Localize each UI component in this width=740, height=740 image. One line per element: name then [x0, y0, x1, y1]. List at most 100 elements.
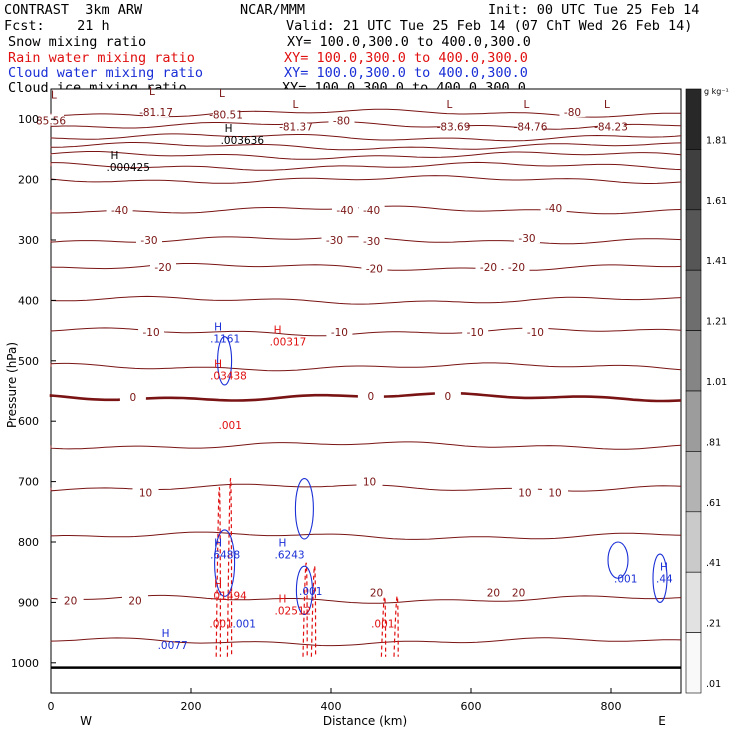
- colorbar-swatch: [685, 209, 702, 271]
- isotherm-label: -84.76: [514, 121, 548, 133]
- isotherm-label-bg: [517, 120, 544, 132]
- isotherm-label: -20: [508, 262, 525, 274]
- isotherm-label-bg: [356, 475, 383, 487]
- extremum-symbol: H: [225, 123, 233, 135]
- x-tick-label: 0: [48, 700, 55, 713]
- y-tick-label: 1000: [11, 657, 39, 670]
- isotherm-label: -81.37: [279, 121, 313, 133]
- extremum-value: .001: [233, 619, 256, 631]
- extremum-value: .001: [209, 619, 232, 631]
- extremum-symbol: H: [162, 628, 170, 640]
- isotherm-label: 0: [368, 391, 375, 403]
- field-xy-rain: XY= 100.0,300.0 to 400.0,300.0: [284, 50, 528, 66]
- isotherm-label: -10: [143, 327, 160, 339]
- isotherm-label: -20: [480, 262, 497, 274]
- isotherm-label: -40: [336, 205, 353, 217]
- cloud-water-contour: [214, 529, 236, 597]
- isotherm-label-bg: [511, 486, 538, 498]
- extremum-value: .03438: [210, 371, 247, 383]
- field-name-rain: Rain water mixing ratio: [8, 50, 195, 66]
- isotherm-contour: [50, 142, 682, 151]
- extremum-value: .00317: [270, 337, 307, 349]
- isotherm-label: -10: [527, 327, 544, 339]
- extremum-value: .000425: [107, 162, 150, 174]
- y-tick-label: 100: [18, 113, 39, 126]
- isotherm-label-bg: [358, 203, 385, 215]
- y-tick-label: 400: [18, 294, 39, 307]
- extremum-value: .44: [656, 573, 673, 585]
- extremum-symbol: H: [214, 359, 222, 371]
- x-tick-label: 800: [601, 700, 622, 713]
- y-tick-label: 600: [18, 415, 39, 428]
- y-tick-label: 900: [18, 596, 39, 609]
- isotherm-label-bg: [328, 114, 355, 126]
- y-tick-label: 800: [18, 536, 39, 549]
- colorbar-unit: g kg⁻¹: [704, 87, 729, 96]
- y-tick-label: 200: [18, 174, 39, 187]
- isotherm-label-bg: [475, 261, 502, 273]
- colorbar-label: .01: [706, 679, 721, 690]
- colorbar-swatch: [685, 571, 702, 633]
- extremum-symbol: H: [214, 322, 222, 334]
- isotherm-contour: [50, 133, 682, 142]
- isotherm-label: 20: [128, 596, 141, 608]
- colorbar-label: 1.01: [706, 377, 727, 388]
- extremum-symbol: L: [51, 90, 57, 102]
- extremum-value: .003636: [221, 135, 265, 147]
- y-axis-title: Pressure (hPa): [5, 342, 19, 428]
- isotherm-label: 20: [370, 588, 383, 600]
- isotherm-label: -40: [363, 205, 380, 217]
- x-tick-label: 200: [181, 700, 202, 713]
- extremum-symbol: L: [293, 99, 299, 111]
- isotherm-label: 20: [64, 596, 77, 608]
- isotherm-label: -10: [331, 327, 348, 339]
- rain-contour: [226, 477, 233, 657]
- colorbar-swatch: [685, 330, 702, 392]
- cloud-water-contour: [295, 565, 313, 616]
- colorbar-label: 1.41: [706, 256, 727, 267]
- isotherm-label: 0: [130, 392, 137, 404]
- isotherm-label-bg: [542, 486, 568, 498]
- cloud-water-contour: [607, 541, 629, 579]
- colorbar-label: .81: [706, 437, 721, 448]
- colorbar-label: 1.61: [706, 196, 727, 207]
- isotherm-label: -30: [326, 235, 343, 247]
- isotherm-contour: [50, 161, 682, 171]
- extremum-symbol: H: [660, 561, 668, 573]
- colorbar-swatch: [685, 88, 702, 150]
- isotherm-label: -80.51: [209, 109, 243, 121]
- field-xy-snow: XY= 100.0,300.0 to 400.0,300.0: [287, 34, 531, 50]
- isotherm-label: -84.23: [594, 121, 628, 133]
- colorbar-label: .41: [706, 558, 721, 569]
- extremum-value: .001: [299, 586, 322, 598]
- x-tick-label: 400: [321, 700, 342, 713]
- isotherm-label-bg: [505, 586, 532, 598]
- extremum-symbol: H: [214, 537, 222, 549]
- isotherm-label-bg: [283, 120, 309, 132]
- y-tick-label: 500: [18, 355, 39, 368]
- colorbar-label: 1.21: [706, 317, 727, 328]
- isotherm-contour: [50, 594, 682, 604]
- rain-contour: [393, 596, 399, 657]
- isotherm-contour: [50, 531, 682, 540]
- extremum-symbol: L: [219, 88, 225, 100]
- isotherm-label-bg: [122, 594, 148, 606]
- cloud-water-contour: [294, 478, 314, 540]
- isotherm-label: -30: [518, 233, 535, 245]
- extremum-value: .001: [371, 619, 394, 631]
- isotherm-label-bg: [106, 203, 133, 215]
- field-xy-cloud-water: XY= 100.0,300.0 to 400.0,300.0: [284, 65, 528, 81]
- isotherm-label-bg: [559, 105, 586, 117]
- extremum-value: .02512: [275, 605, 312, 617]
- rain-contour: [310, 565, 317, 657]
- extremum-symbol: H: [274, 325, 282, 337]
- isotherm-contour: [50, 175, 682, 184]
- isotherm-label: -40: [545, 203, 562, 215]
- extremum-symbol: L: [604, 99, 610, 111]
- isotherm-label: -80: [564, 107, 581, 119]
- isotherm-label: -83.69: [437, 121, 471, 133]
- colorbar-label: .21: [706, 619, 721, 630]
- isotherm-label: -40: [111, 205, 128, 217]
